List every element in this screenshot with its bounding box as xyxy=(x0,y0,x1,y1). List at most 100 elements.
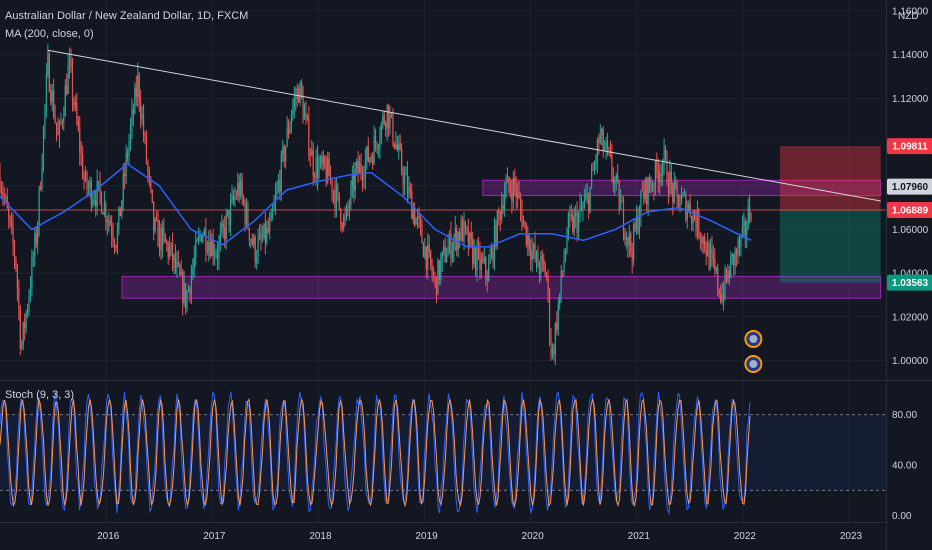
candle-body xyxy=(415,218,417,225)
candle-body xyxy=(505,182,507,194)
candle-body xyxy=(746,228,748,236)
event-icons[interactable] xyxy=(744,330,763,373)
candle-body xyxy=(403,175,406,186)
candle-body xyxy=(379,139,381,148)
candle-body xyxy=(340,208,342,225)
candle-body xyxy=(195,241,197,259)
candle-body xyxy=(309,154,311,156)
candle-body xyxy=(343,216,345,229)
candle-body xyxy=(119,207,121,217)
year-tick-label: 2018 xyxy=(309,531,332,542)
candle-body xyxy=(730,256,732,279)
candle-body xyxy=(633,224,635,261)
candle-body xyxy=(6,196,8,209)
candle-body xyxy=(302,95,304,120)
candle-body xyxy=(446,256,448,262)
candle-body xyxy=(105,203,107,222)
candle-body xyxy=(295,97,297,99)
candle-body xyxy=(266,227,268,243)
candle-body xyxy=(589,186,591,212)
candle-body xyxy=(54,116,56,123)
candle-body xyxy=(57,129,59,136)
candle-body xyxy=(160,227,162,251)
candle-body xyxy=(324,156,326,168)
candle-body xyxy=(421,223,423,243)
candle-body xyxy=(618,181,620,210)
candle-body xyxy=(408,187,410,195)
candle-body xyxy=(405,173,407,176)
price-tick-label: 1.12000 xyxy=(892,94,929,105)
candle-body xyxy=(157,219,159,247)
candle-body xyxy=(637,215,639,232)
candle-body xyxy=(630,233,632,253)
candle-body xyxy=(599,135,601,143)
candle-body xyxy=(26,308,29,313)
candle-body xyxy=(502,204,504,209)
candle-body xyxy=(592,170,594,172)
candle-body xyxy=(533,244,535,250)
candle-body xyxy=(524,221,526,224)
candle-body xyxy=(427,244,429,270)
candle-body xyxy=(551,349,554,356)
candle-body xyxy=(586,193,588,196)
candle-body xyxy=(649,177,651,187)
position-tool[interactable] xyxy=(0,146,886,283)
candle-body xyxy=(164,234,166,243)
candle-body xyxy=(717,267,719,290)
candle-body xyxy=(641,190,643,192)
candle-body xyxy=(501,204,503,221)
candle-body xyxy=(435,276,438,295)
candle-body xyxy=(736,249,738,255)
candle-body xyxy=(306,114,308,119)
trendline[interactable] xyxy=(47,49,881,202)
candle-body xyxy=(290,115,293,126)
candle-body xyxy=(496,210,498,247)
candle-body xyxy=(142,115,145,135)
candle-body xyxy=(470,232,472,239)
candle-body xyxy=(301,82,303,96)
candle-body xyxy=(595,161,597,164)
candle-body xyxy=(588,193,590,212)
candle-body xyxy=(84,172,87,180)
candle-body xyxy=(511,191,513,202)
candle-body xyxy=(70,58,72,68)
candle-body xyxy=(467,228,469,248)
candle-body xyxy=(573,215,575,232)
candle-body xyxy=(0,190,3,192)
candle-body xyxy=(740,235,742,248)
candle-body xyxy=(557,304,559,330)
candle-body xyxy=(219,232,221,242)
candle-body xyxy=(495,225,497,247)
candle-body xyxy=(183,283,185,304)
candle-body xyxy=(646,179,648,205)
candlesticks xyxy=(0,43,752,366)
candle-body xyxy=(543,259,545,266)
year-tick-label: 2017 xyxy=(203,531,226,542)
candle-body xyxy=(224,226,226,240)
candle-body xyxy=(476,247,478,272)
candle-body xyxy=(711,248,713,254)
year-tick-label: 2022 xyxy=(734,531,757,542)
candle-body xyxy=(508,176,510,188)
candle-body xyxy=(238,182,240,196)
candle-body xyxy=(231,195,233,202)
candle-body xyxy=(21,345,23,348)
candle-body xyxy=(667,184,670,193)
candle-body xyxy=(60,121,62,123)
candle-body xyxy=(334,191,336,209)
candle-body xyxy=(325,167,327,183)
candle-body xyxy=(647,177,649,205)
candle-body xyxy=(303,112,306,120)
candle-body xyxy=(167,243,169,257)
candle-body xyxy=(322,156,324,164)
candle-body xyxy=(460,219,462,240)
year-tick-label: 2016 xyxy=(97,531,120,542)
year-tick-label: 2023 xyxy=(840,531,863,542)
flag-event-icon-core xyxy=(749,335,758,343)
candle-body xyxy=(675,182,677,184)
candle-body xyxy=(377,147,380,149)
candle-body xyxy=(115,245,117,249)
candle-body xyxy=(360,163,362,174)
candle-body xyxy=(575,212,577,216)
